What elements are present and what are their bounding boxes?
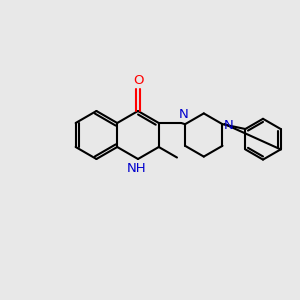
Text: NH: NH	[127, 162, 146, 175]
Text: N: N	[224, 119, 234, 132]
Text: O: O	[133, 74, 143, 87]
Text: N: N	[179, 108, 188, 121]
